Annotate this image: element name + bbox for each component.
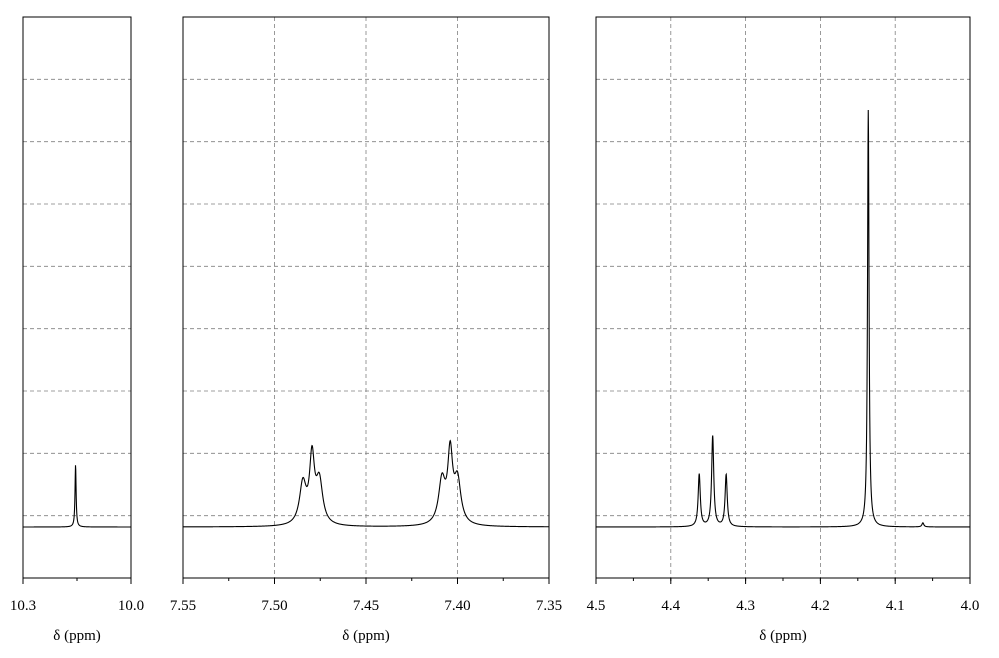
x-tick-label: 4.1 xyxy=(886,598,905,614)
x-tick-label: 4.2 xyxy=(811,598,830,614)
spectrum-line xyxy=(596,110,970,528)
x-tick-label: 10.3 xyxy=(10,598,36,614)
x-tick-label: 4.4 xyxy=(661,598,680,614)
spectrum-line xyxy=(182,439,549,528)
x-axis-label: δ (ppm) xyxy=(342,628,389,644)
x-tick-label: 7.50 xyxy=(261,598,287,614)
spectrum-line xyxy=(23,465,131,528)
x-tick-label: 4.3 xyxy=(736,598,755,614)
x-axis-label: δ (ppm) xyxy=(759,628,806,644)
x-tick-label: 7.40 xyxy=(444,598,470,614)
panel-frame xyxy=(22,16,132,579)
x-tick-label: 4.5 xyxy=(587,598,606,614)
panel-frame xyxy=(182,16,550,579)
spectrum-panel-left: 10.3 10.0 δ (ppm) xyxy=(10,16,144,644)
x-tick-label: 7.45 xyxy=(353,598,379,614)
x-tick-label: 7.55 xyxy=(170,598,196,614)
x-tick-label: 4.0 xyxy=(961,598,980,614)
x-axis-label: δ (ppm) xyxy=(53,628,100,644)
x-tick-label: 7.35 xyxy=(536,598,562,614)
x-tick-label: 10.0 xyxy=(118,598,144,614)
spectrum-panel-right: 4.5 4.4 4.3 4.2 4.1 4.0 δ (ppm) xyxy=(587,16,980,644)
panel-frame xyxy=(595,16,971,579)
spectrum-panel-middle: 7.55 7.50 7.45 7.40 7.35 δ (ppm) xyxy=(170,16,562,644)
